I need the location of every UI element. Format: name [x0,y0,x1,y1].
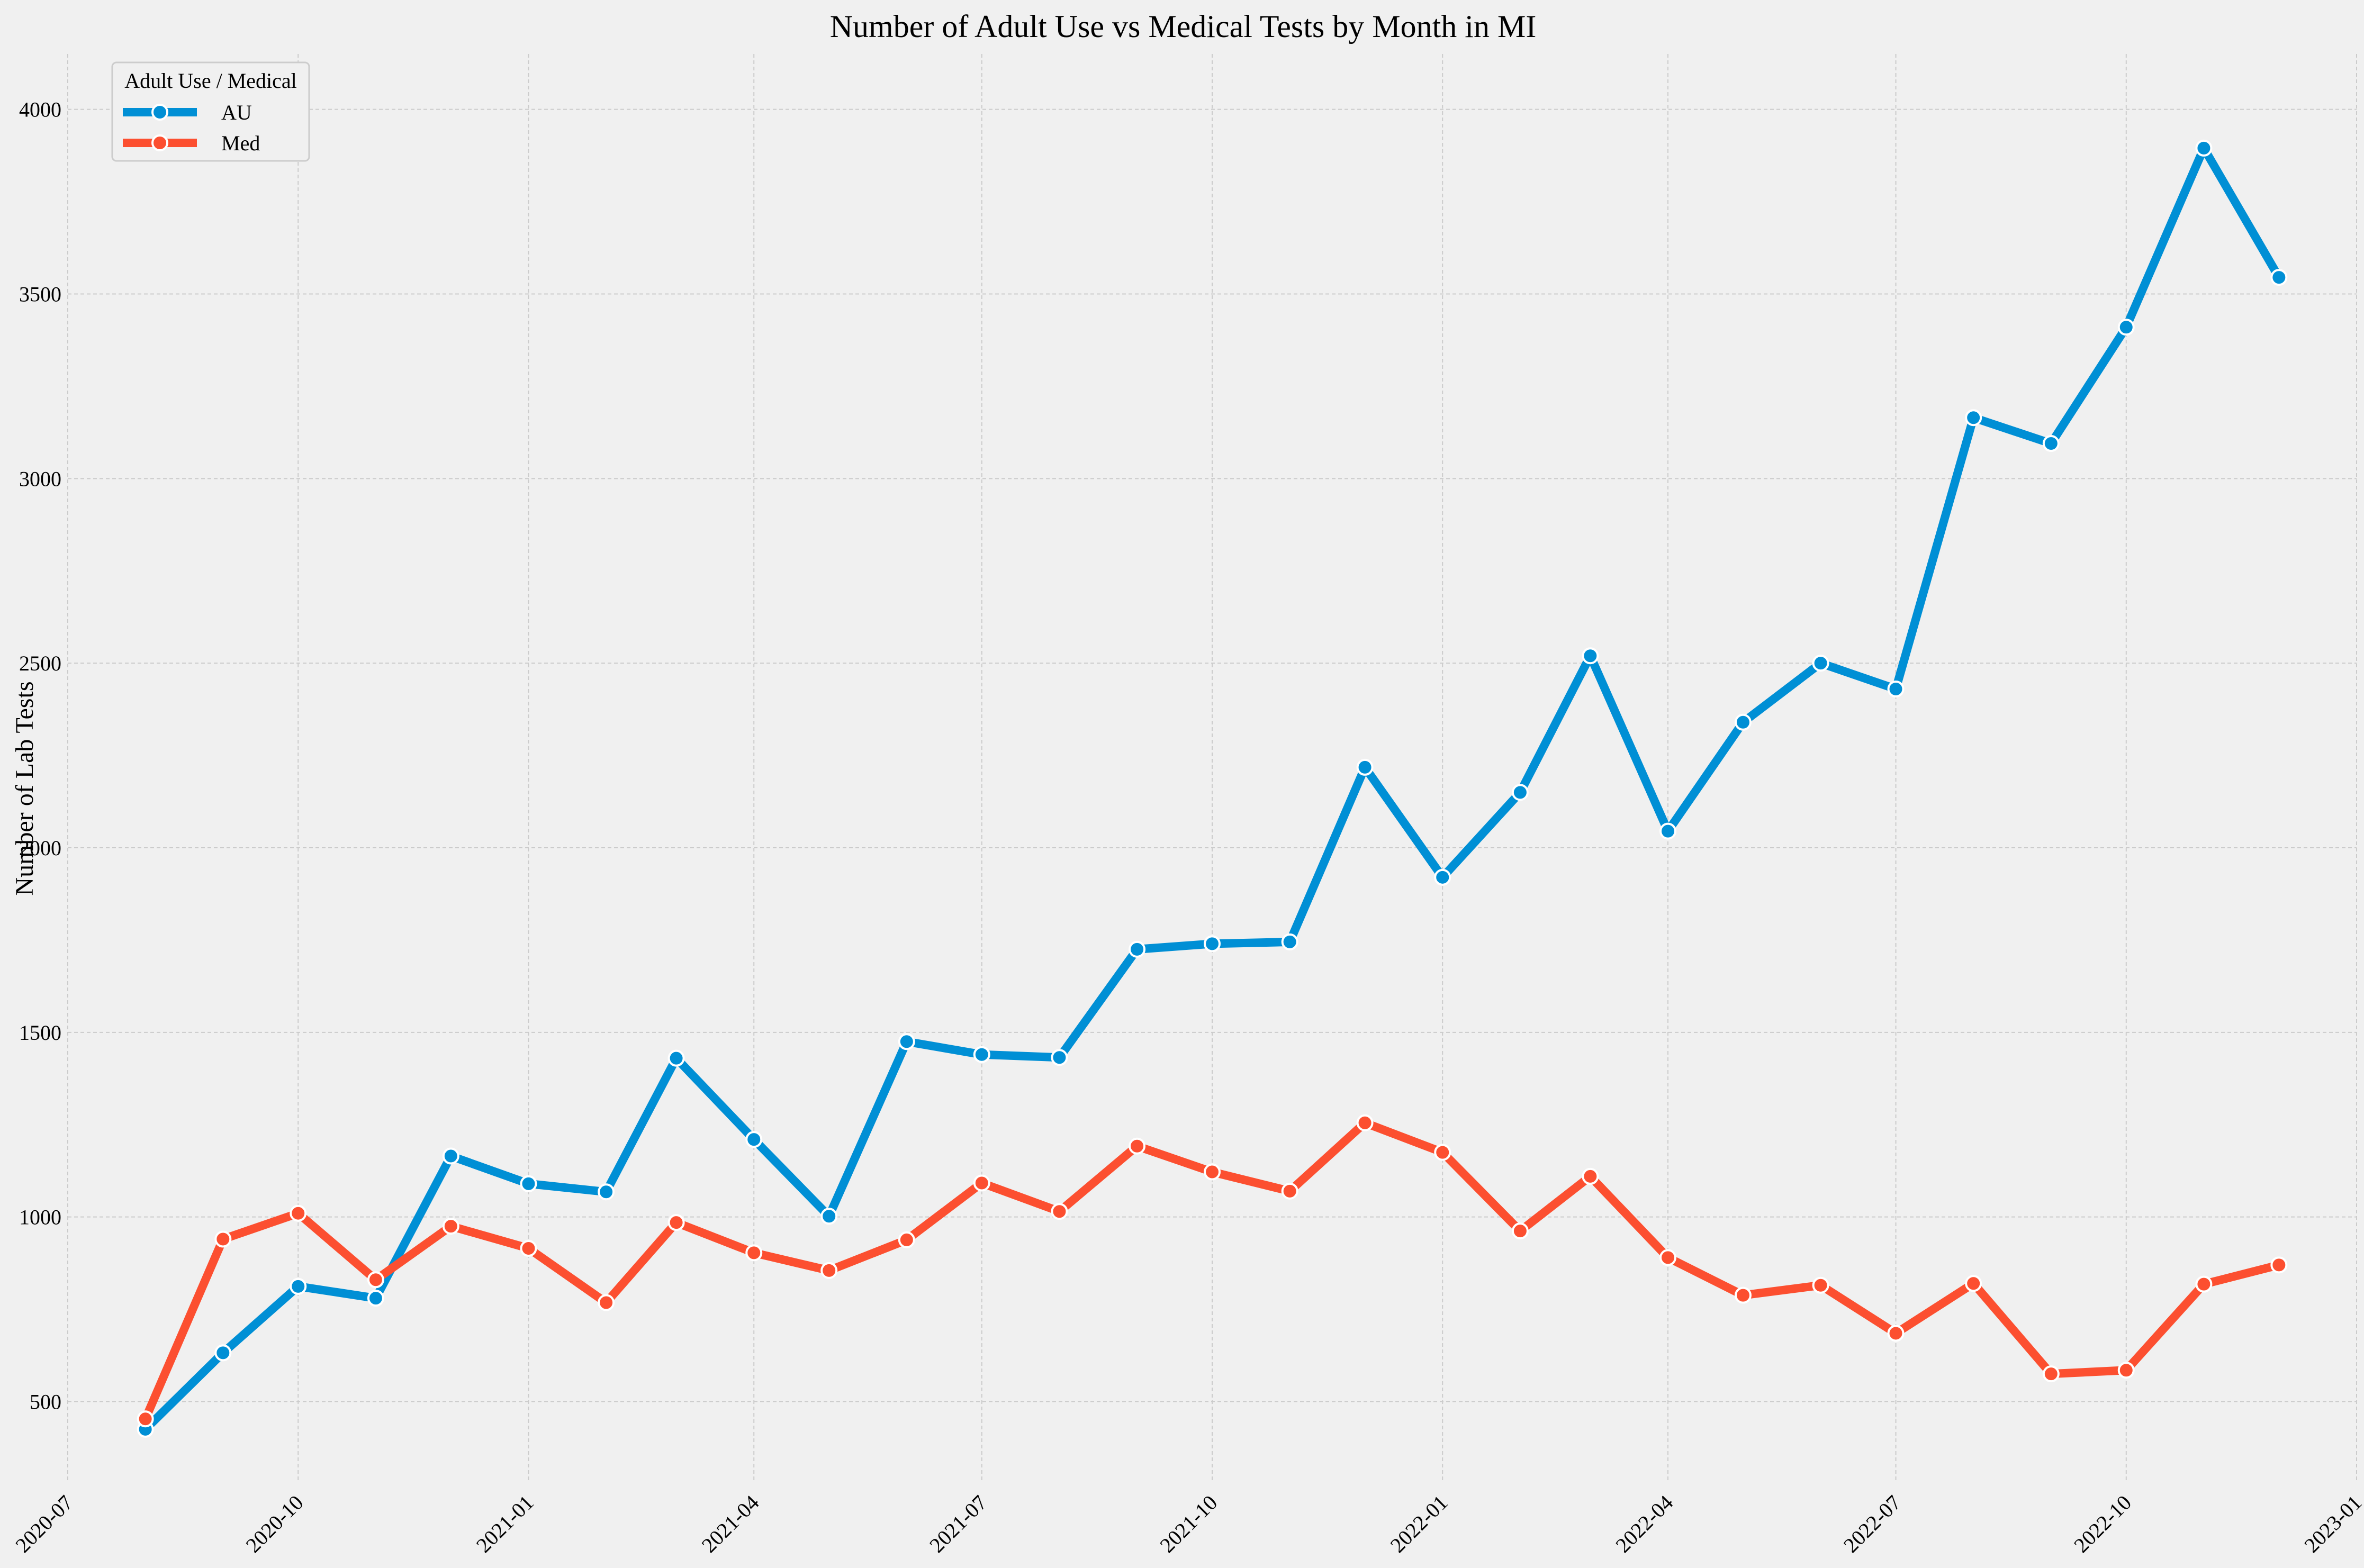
chart-title: Number of Adult Use vs Medical Tests by … [830,9,1537,44]
data-point-au [598,1183,615,1201]
data-point-au [1734,713,1752,731]
data-point-au [1434,868,1451,886]
y-tick-label: 4000 [19,98,61,122]
data-point-au [1659,822,1677,840]
data-point-au [973,1046,990,1063]
y-tick-label: 1500 [19,1021,61,1045]
data-point-med [1511,1222,1529,1240]
data-point-med [1281,1182,1298,1200]
legend-title: Adult Use / Medical [124,69,297,93]
data-point-med [442,1218,459,1235]
y-tick-label: 3000 [19,467,61,491]
data-point-med [1582,1167,1599,1185]
data-point-med [745,1244,763,1262]
x-tick-label: 2022-01 [1386,1491,1452,1557]
data-point-med [1659,1249,1677,1266]
legend-marker-med [151,134,168,151]
data-point-au [898,1033,915,1050]
data-point-med [1356,1114,1374,1131]
data-point-med [1051,1203,1068,1220]
data-point-med [1734,1286,1752,1304]
data-point-med [973,1174,990,1192]
y-axis-label: Number of Lab Tests [11,682,39,896]
data-point-au [745,1131,763,1148]
y-tick-label: 2000 [19,836,61,860]
series-layer [137,139,2288,1438]
data-point-au [1965,409,1982,427]
y-axis: 500 1000 1500 2000 2500 3000 3500 4000 [19,98,61,1414]
data-point-au [1051,1049,1068,1066]
data-point-med [290,1204,307,1222]
data-point-au [1511,784,1529,801]
x-axis: 2020-07 2020-10 2021-01 2021-04 2021-07 2021-… [11,1491,2364,1557]
data-point-med [2042,1365,2060,1383]
x-tick-label: 2021-10 [1155,1491,1222,1557]
data-point-med [2195,1275,2213,1293]
data-point-med [1887,1325,1905,1342]
data-point-med [2117,1362,2135,1379]
y-tick-label: 500 [30,1390,61,1414]
data-point-au [290,1277,307,1295]
legend-marker-au [151,104,168,121]
data-point-au [1887,681,1905,697]
data-point-au [1281,933,1298,950]
data-point-au [667,1049,685,1067]
data-point-med [214,1230,232,1248]
data-point-au [367,1290,384,1307]
x-tick-label: 2020-07 [11,1491,77,1557]
legend-label-med: Med [221,131,260,155]
data-point-au [520,1175,537,1192]
x-tick-label: 2022-04 [1611,1491,1677,1557]
data-point-med [1434,1144,1451,1161]
x-tick-label: 2020-10 [241,1491,308,1557]
data-point-med [520,1239,537,1257]
data-point-au [2270,269,2288,286]
data-point-med [1204,1163,1221,1181]
data-point-med [667,1214,685,1231]
data-point-med [598,1294,615,1311]
x-tick-label: 2023-01 [2299,1491,2364,1557]
data-point-au [1356,758,1374,776]
x-tick-label: 2021-01 [472,1491,538,1557]
y-tick-label: 2500 [19,651,61,675]
data-point-med [1812,1276,1829,1294]
data-point-au [442,1147,459,1165]
data-point-med [367,1271,384,1289]
legend: Adult Use / Medical AU Med [111,61,310,162]
data-point-au [214,1344,232,1362]
data-point-med [137,1410,154,1428]
data-point-au [1204,935,1221,953]
x-tick-label: 2021-04 [697,1491,764,1557]
data-point-med [1129,1137,1146,1155]
data-point-med [2270,1256,2288,1274]
x-tick-label: 2022-10 [2069,1491,2136,1557]
data-point-au [1129,940,1146,958]
data-point-au [1812,655,1829,672]
series-au [137,139,2288,1438]
data-point-med [1965,1275,1982,1292]
data-point-au [2195,139,2213,157]
data-point-au [2117,319,2135,336]
data-point-au [820,1208,838,1225]
y-tick-label: 1000 [19,1206,61,1229]
legend-label-au: AU [221,101,252,124]
x-tick-label: 2022-07 [1839,1491,1906,1557]
data-point-med [898,1231,915,1248]
grid-lines [67,54,2357,1483]
series-med [137,1114,2288,1428]
y-tick-label: 3500 [19,282,61,306]
data-point-med [820,1262,838,1279]
data-point-au [2042,435,2060,452]
x-tick-label: 2021-07 [925,1491,991,1557]
data-point-au [1582,647,1599,665]
